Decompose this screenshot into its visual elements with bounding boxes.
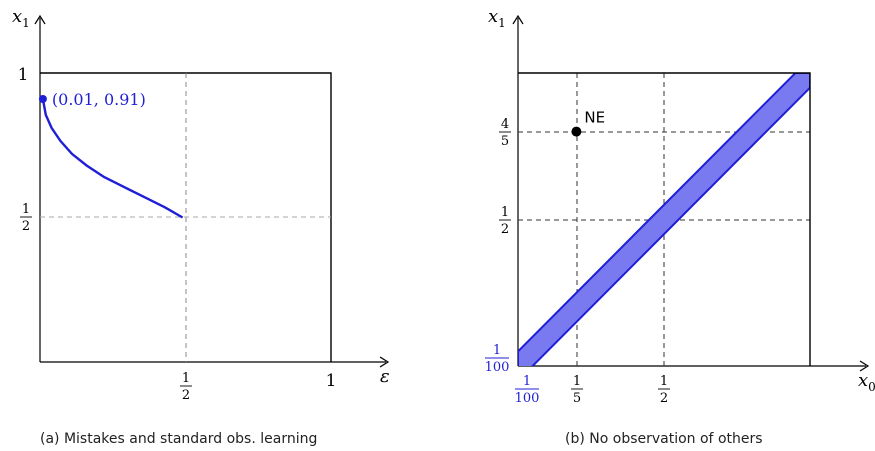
svg-text:2: 2 [182, 388, 190, 403]
x-axis-arrow-b [859, 360, 870, 372]
svg-text:100: 100 [485, 360, 510, 375]
curve-a [41, 98, 184, 219]
svg-text:2: 2 [501, 222, 509, 237]
frame-a [40, 72, 332, 362]
svg-text:1: 1 [523, 374, 531, 389]
svg-text:1: 1 [182, 371, 190, 386]
y-tick-fourfifths-b: 4 5 [499, 117, 511, 149]
x-tick-half-a: 1 2 [180, 371, 192, 403]
caption-b: (b) No observation of others [565, 431, 763, 447]
band-b [518, 73, 810, 366]
frame-b [518, 72, 811, 366]
y-axis-label-a: x1 [12, 6, 30, 30]
svg-text:1: 1 [573, 374, 581, 389]
y-axis-arrow-b [512, 14, 524, 25]
x-axis-label-a: ε [380, 366, 390, 387]
svg-text:4: 4 [501, 117, 509, 132]
x-axis-arrow-a [379, 356, 390, 368]
y-axis-arrow-a [34, 14, 46, 25]
annotation-a: (0.01, 0.91) [52, 90, 146, 109]
y-tick-half-b: 1 2 [499, 205, 511, 237]
svg-text:5: 5 [501, 134, 509, 149]
x-tick-1-a: 1 [326, 371, 337, 391]
x-tick-hundredth-b: 1 100 [515, 374, 540, 406]
ne-point [571, 126, 582, 137]
x-axis-label-b: x0 [858, 370, 875, 394]
svg-text:2: 2 [22, 219, 30, 234]
panel-a: (0.01, 0.91) x1 ε 1 1 2 1 2 1 (a) Mistak… [12, 6, 390, 447]
caption-a: (a) Mistakes and standard obs. learning [40, 431, 317, 447]
y-tick-hundredth-b: 1 100 [485, 343, 510, 375]
svg-text:100: 100 [515, 391, 540, 406]
x-tick-fifth-b: 1 5 [571, 374, 583, 406]
svg-text:1: 1 [660, 374, 668, 389]
y-axis-label-b: x1 [488, 6, 506, 30]
y-tick-1-a: 1 [18, 65, 29, 85]
svg-text:2: 2 [660, 391, 668, 406]
panel-b: NE x1 x0 4 5 1 2 1 100 1 100 1 5 1 [485, 6, 875, 447]
svg-text:5: 5 [573, 391, 581, 406]
svg-text:1: 1 [493, 343, 501, 358]
ne-label: NE [584, 109, 605, 127]
svg-text:1: 1 [501, 205, 509, 220]
y-tick-half-a: 1 2 [20, 202, 32, 234]
svg-text:1: 1 [22, 202, 30, 217]
x-tick-half-b: 1 2 [658, 374, 670, 406]
curve-a-start-point [38, 95, 47, 104]
